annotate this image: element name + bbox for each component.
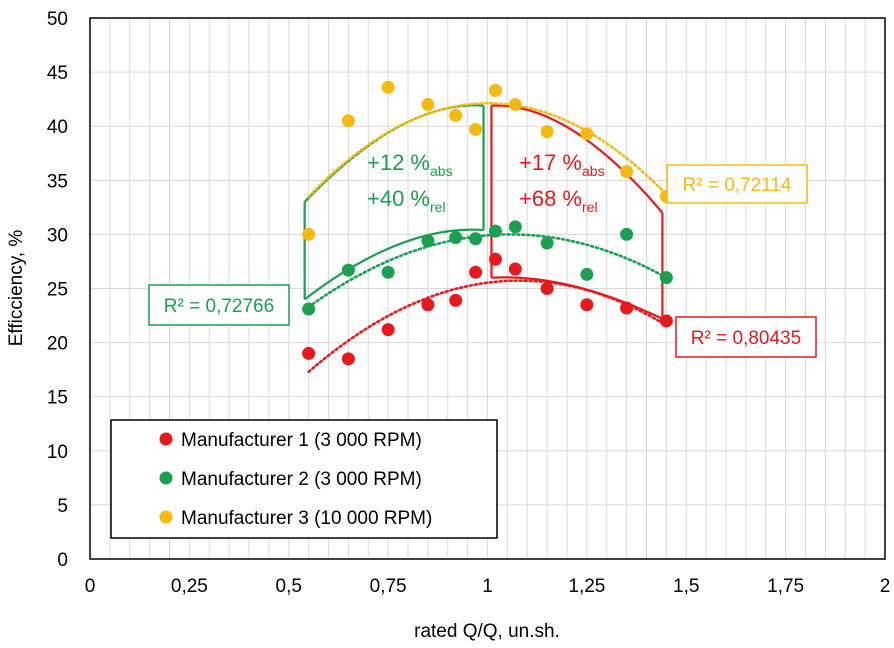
data-point-manufacturer-3 xyxy=(341,114,355,128)
data-point-manufacturer-1 xyxy=(421,298,435,312)
data-point-manufacturer-1 xyxy=(449,293,463,307)
y-tick-label: 45 xyxy=(47,63,68,84)
data-point-manufacturer-1 xyxy=(302,346,316,360)
y-axis-label: Efficciency, % xyxy=(6,230,27,347)
data-point-manufacturer-1 xyxy=(659,314,673,328)
x-tick-label: 0,5 xyxy=(276,576,302,597)
r2-box-manufacturer-1 xyxy=(675,316,817,358)
legend-box xyxy=(110,419,498,539)
data-point-manufacturer-2 xyxy=(341,263,355,277)
red-region-bottom-curve xyxy=(491,276,663,320)
red-region-line2: +68 %rel xyxy=(519,186,598,215)
data-point-manufacturer-2 xyxy=(620,227,634,241)
trendline-manufacturer-1 xyxy=(307,279,668,374)
data-point-manufacturer-2 xyxy=(421,234,435,248)
y-tick-label: 35 xyxy=(47,171,68,192)
data-point-manufacturer-3 xyxy=(449,108,463,122)
data-point-manufacturer-2 xyxy=(580,267,594,281)
data-point-manufacturer-3 xyxy=(421,98,435,112)
data-point-manufacturer-2 xyxy=(449,231,463,245)
data-point-manufacturer-2 xyxy=(488,224,502,238)
y-tick-label: 0 xyxy=(57,550,68,571)
data-point-manufacturer-1 xyxy=(620,301,634,315)
legend-marker-manufacturer-2 xyxy=(159,471,173,485)
data-point-manufacturer-1 xyxy=(580,298,594,312)
trendline-manufacturer-3 xyxy=(307,101,668,198)
data-point-manufacturer-2 xyxy=(469,232,483,246)
y-axis-ticks: 0 5 10 15 20 25 30 35 40 45 50 xyxy=(47,9,68,571)
r-squared-labels: R² = 0,72114 R² = 0,72766 R² = 0,80435 xyxy=(148,164,817,358)
r2-label-manufacturer-2: R² = 0,72766 xyxy=(164,296,274,317)
legend: Manufacturer 1 (3 000 RPM) Manufacturer … xyxy=(110,419,498,539)
x-tick-label: 2 xyxy=(880,576,891,597)
data-point-manufacturer-1 xyxy=(508,262,522,276)
x-tick-label: 0 xyxy=(85,576,96,597)
data-point-manufacturer-1 xyxy=(381,323,395,337)
data-point-manufacturer-3 xyxy=(302,227,316,241)
data-point-manufacturer-1 xyxy=(341,352,355,366)
data-point-manufacturer-3 xyxy=(469,122,483,136)
data-point-manufacturer-3 xyxy=(488,83,502,97)
r2-label-manufacturer-3: R² = 0,72114 xyxy=(683,175,792,196)
legend-label-manufacturer-1: Manufacturer 1 (3 000 RPM) xyxy=(181,430,422,451)
trendline-manufacturer-2 xyxy=(307,233,668,309)
data-point-manufacturer-2 xyxy=(508,220,522,234)
x-tick-label: 1,25 xyxy=(568,576,605,597)
x-tick-label: 1,5 xyxy=(673,576,699,597)
x-tick-label: 1 xyxy=(482,576,493,597)
trendlines xyxy=(307,101,668,374)
improvement-regions xyxy=(303,104,664,320)
x-axis-ticks: 0 0,25 0,5 0,75 1 1,25 1,5 1,75 2 xyxy=(85,576,891,597)
y-tick-label: 30 xyxy=(47,225,68,246)
y-tick-label: 5 xyxy=(57,496,68,517)
x-tick-label: 0,25 xyxy=(171,576,208,597)
data-point-manufacturer-3 xyxy=(381,80,395,94)
green-region-line2: +40 %rel xyxy=(367,186,446,215)
legend-marker-manufacturer-1 xyxy=(159,432,173,446)
data-point-manufacturer-1 xyxy=(488,252,502,266)
x-tick-label: 1,75 xyxy=(767,576,804,597)
plot-area-frame xyxy=(89,17,886,560)
data-point-manufacturer-3 xyxy=(580,127,594,141)
data-point-manufacturer-3 xyxy=(508,98,522,112)
y-tick-label: 25 xyxy=(47,280,68,301)
data-point-manufacturer-1 xyxy=(540,282,554,295)
y-tick-label: 40 xyxy=(47,117,68,138)
r2-label-manufacturer-1: R² = 0,80435 xyxy=(691,328,801,349)
green-region-line1: +12 %abs xyxy=(367,150,453,179)
y-tick-label: 50 xyxy=(47,9,68,30)
legend-label-manufacturer-3: Manufacturer 3 (10 000 RPM) xyxy=(181,508,432,529)
r2-box-manufacturer-2 xyxy=(148,284,290,326)
data-point-manufacturer-1 xyxy=(469,265,483,279)
legend-label-manufacturer-2: Manufacturer 2 (3 000 RPM) xyxy=(181,469,422,490)
data-point-manufacturer-2 xyxy=(381,265,395,279)
data-point-manufacturer-3 xyxy=(540,125,554,139)
y-tick-label: 20 xyxy=(47,334,68,355)
data-point-manufacturer-2 xyxy=(540,236,554,250)
data-point-manufacturer-2 xyxy=(302,302,316,316)
r2-box-manufacturer-3 xyxy=(666,164,808,204)
y-tick-label: 15 xyxy=(47,388,68,409)
data-point-manufacturer-3 xyxy=(620,165,634,179)
y-tick-label: 10 xyxy=(47,442,68,463)
data-point-manufacturer-2 xyxy=(659,271,673,285)
x-axis-label: rated Q/Q, un.sh. xyxy=(414,621,560,642)
legend-marker-manufacturer-3 xyxy=(159,510,173,524)
red-region-line1: +17 %abs xyxy=(519,150,605,179)
green-region-bottom-curve xyxy=(303,228,484,301)
x-tick-label: 0,75 xyxy=(370,576,407,597)
region-labels: +12 %abs +40 %rel +17 %abs +68 %rel xyxy=(367,150,605,215)
